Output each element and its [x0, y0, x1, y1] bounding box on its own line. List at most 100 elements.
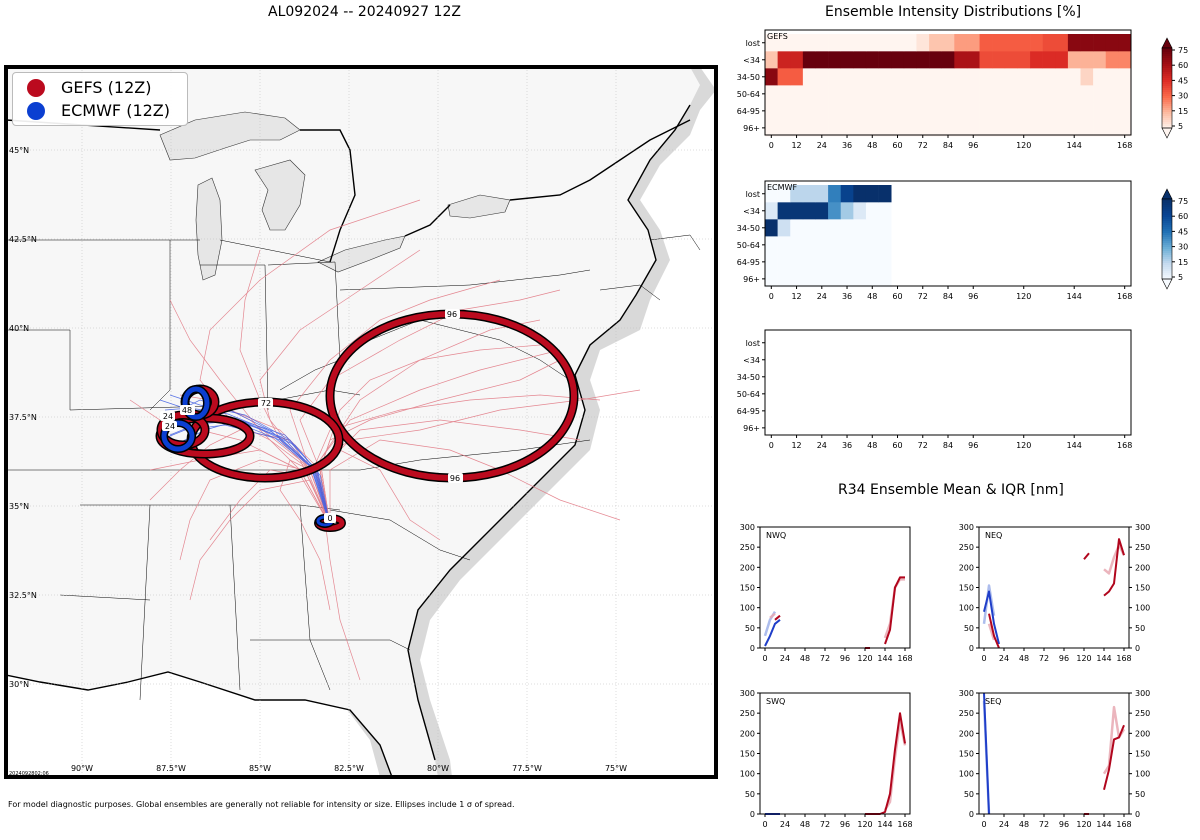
r34-ytick-label: 50	[1135, 624, 1145, 633]
heat-cell	[1118, 119, 1132, 137]
heat-cell	[1105, 85, 1119, 103]
heat-cell	[790, 253, 804, 271]
heat-cell	[840, 219, 854, 237]
heat-cell	[777, 270, 791, 288]
r34-xtick-label: 0	[762, 654, 767, 663]
r34-xtick-label: 96	[1059, 654, 1069, 663]
heat-cell	[815, 51, 829, 69]
r34-ytick-label: 300	[740, 523, 755, 532]
heat-cell	[903, 102, 917, 120]
r34-xtick-label: 24	[999, 820, 1009, 829]
lat-30: 30°N	[9, 680, 29, 689]
colorbar-tick-label: 30	[1178, 243, 1188, 252]
heat-cell	[1055, 51, 1069, 69]
colorbar-swatch	[1162, 219, 1172, 222]
lat-labels: 45°N 42.5°N 40°N 37.5°N 35°N 32.5°N 30°N	[9, 146, 37, 689]
heat-cell	[777, 119, 791, 137]
r34-ytick-label: 0	[1135, 644, 1140, 653]
heat-cell	[992, 102, 1006, 120]
heat-cell	[865, 102, 879, 120]
heat-cell	[853, 102, 867, 120]
heat-cell	[878, 102, 892, 120]
heatmap-xtick-label: 0	[769, 141, 774, 150]
heat-cell	[929, 102, 942, 120]
heat-cell	[929, 68, 942, 86]
colorbar-tick-label: 75	[1178, 46, 1188, 55]
colorbar-swatch	[1162, 68, 1172, 71]
heat-cell	[765, 270, 778, 288]
heat-cell	[802, 253, 816, 271]
heat-cell	[802, 270, 816, 288]
heat-cell	[992, 34, 1006, 52]
heat-cell	[1004, 85, 1018, 103]
heat-cell	[802, 236, 816, 254]
colorbar-frame	[1161, 47, 1173, 129]
heat-cell	[891, 51, 905, 69]
r34-ytick-label-left: 150	[959, 584, 974, 593]
heat-cell	[878, 68, 892, 86]
heatmap-xtick-label: 120	[1016, 141, 1031, 150]
r34-ytick-label-left: 200	[959, 729, 974, 738]
lat-42-5: 42.5°N	[9, 235, 37, 244]
heat-cell	[815, 253, 829, 271]
heat-cell	[1118, 34, 1132, 52]
heat-cell	[954, 34, 968, 52]
heatmap-row-label: 64-95	[737, 107, 760, 116]
colorbar-swatch	[1162, 62, 1172, 65]
ecmwf-ellipses	[160, 385, 335, 528]
heat-cell	[853, 34, 867, 52]
lake-huron	[254, 159, 306, 231]
r34-ytick-label: 300	[1135, 523, 1150, 532]
heat-cell	[878, 219, 892, 237]
heat-cell	[828, 219, 842, 237]
heat-cell	[853, 68, 867, 86]
heatmap-row-label: 64-95	[737, 258, 760, 267]
colorbar-tick-label: 15	[1178, 258, 1188, 267]
heat-cell	[853, 219, 867, 237]
heat-cell	[777, 68, 791, 86]
colorbar-extend-top	[1161, 188, 1173, 200]
r34-ytick-label: 250	[1135, 709, 1150, 718]
label-48: 48	[182, 406, 192, 415]
heat-cell	[777, 202, 791, 220]
heatmap-xtick-label: 96	[968, 141, 978, 150]
heatmap-xtick-label: 72	[918, 141, 928, 150]
heatmap-xtick-label: 36	[842, 292, 852, 301]
heat-cell	[815, 236, 829, 254]
heat-cell	[1080, 51, 1094, 69]
colorbar-swatch	[1162, 60, 1172, 63]
r34-ytick-label-left: 250	[959, 709, 974, 718]
heatmap-xtick-label: 168	[1117, 292, 1132, 301]
colorbar-swatch	[1162, 50, 1172, 53]
colorbar-swatch	[1162, 259, 1172, 262]
heatmap-row-label: 50-64	[737, 90, 760, 99]
heat-cell	[840, 253, 854, 271]
heat-cell	[1093, 51, 1107, 69]
r34-series-line	[987, 623, 996, 641]
heat-cell	[1004, 102, 1018, 120]
heat-cell	[765, 119, 778, 137]
heat-cell	[941, 102, 955, 120]
lon-85: 85°W	[249, 764, 271, 773]
map-title: AL092024 -- 20240927 12Z	[268, 4, 461, 20]
r34-ytick-label: 300	[1135, 689, 1150, 698]
heat-cell	[790, 51, 804, 69]
colorbar-swatch	[1162, 124, 1172, 127]
heat-cell	[1067, 34, 1081, 52]
colorbar-swatch	[1162, 237, 1172, 240]
r34-ytick-label: 200	[740, 563, 755, 572]
heat-cell	[802, 51, 816, 69]
heat-cell	[903, 68, 917, 86]
heat-cell	[1030, 85, 1043, 103]
heat-cell	[765, 34, 778, 52]
heat-cell	[815, 270, 829, 288]
r34-xtick-label: 144	[877, 654, 892, 663]
heat-cell	[1093, 34, 1107, 52]
heat-cell	[1017, 34, 1031, 52]
heat-cell	[865, 85, 879, 103]
colorbar-swatch	[1162, 223, 1172, 226]
r34-xtick-label: 168	[897, 820, 912, 829]
lake-erie	[317, 235, 406, 273]
heat-cell	[878, 34, 892, 52]
lat-32-5: 32.5°N	[9, 591, 37, 600]
